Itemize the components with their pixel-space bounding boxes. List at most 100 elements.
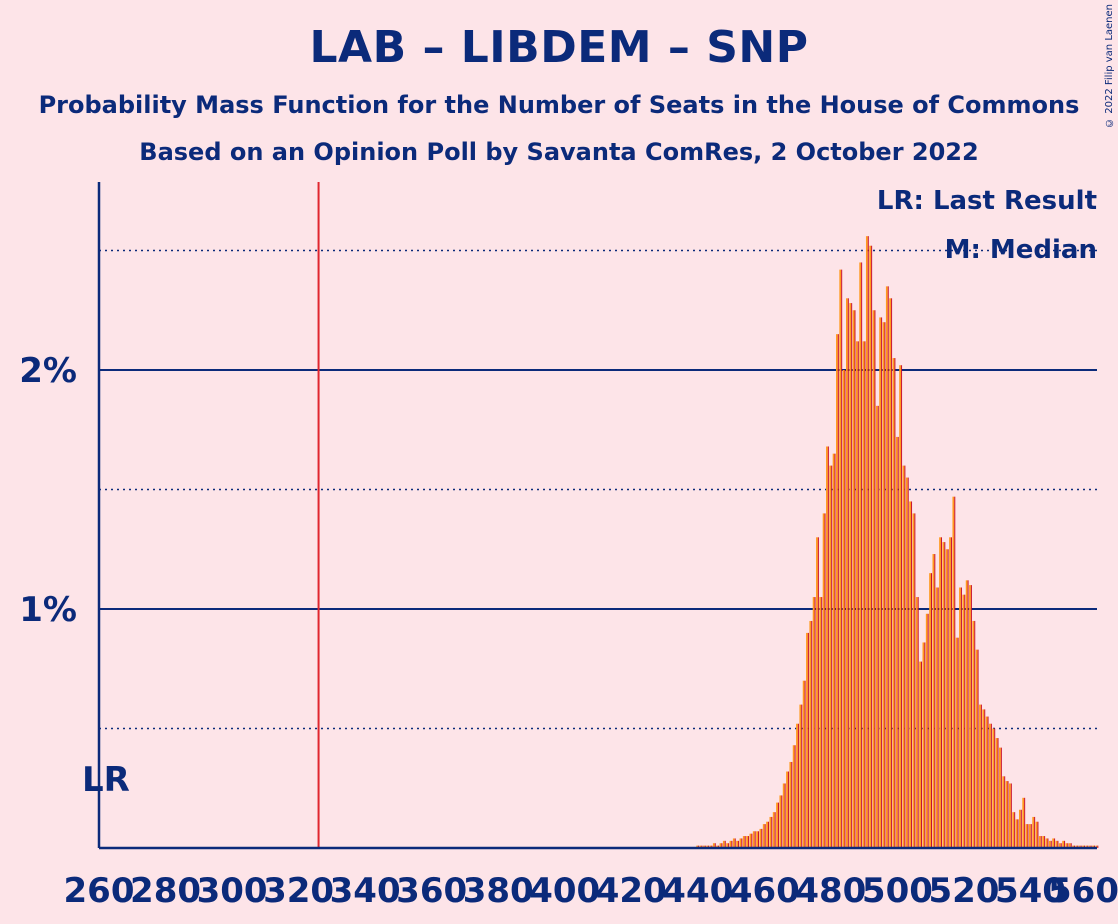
bar-median-shade xyxy=(721,843,723,848)
bar xyxy=(865,236,868,848)
bar-median-shade xyxy=(748,836,750,848)
bar xyxy=(796,723,798,848)
bar-median-shade xyxy=(714,843,716,848)
bar xyxy=(789,761,792,848)
bar-median-shade xyxy=(960,587,962,848)
bar-median-shade xyxy=(980,704,982,848)
bar-median-shade xyxy=(794,745,796,848)
bar-median-shade xyxy=(967,580,969,848)
bar xyxy=(729,840,732,848)
bar xyxy=(1042,836,1045,848)
bar-median-shade xyxy=(827,446,829,848)
bar-median-shade xyxy=(950,537,952,848)
chart-subtitle-source: Based on an Opinion Poll by Savanta ComR… xyxy=(139,138,979,166)
bar-median-shade xyxy=(814,597,816,848)
x-tick-label: 420 xyxy=(596,871,667,911)
bar-median-shade xyxy=(787,771,789,848)
bar xyxy=(939,537,941,848)
bar-median-shade xyxy=(897,436,899,848)
bar-median-shade xyxy=(1004,776,1006,848)
bar xyxy=(902,465,905,848)
bar-median-shade xyxy=(821,597,823,848)
legend-last-result: LR: Last Result xyxy=(877,186,1097,216)
bar-median-shade xyxy=(940,537,942,848)
bar xyxy=(945,549,948,848)
bar-median-shade xyxy=(1040,836,1042,848)
bar-median-shade xyxy=(767,821,769,848)
bar-median-shade xyxy=(864,341,866,848)
bar-median-shade xyxy=(881,317,883,848)
bar-median-shade xyxy=(930,573,932,848)
bar xyxy=(942,542,945,848)
bar-median-shade xyxy=(1044,836,1046,848)
bar-median-shade xyxy=(914,513,916,848)
bar xyxy=(912,513,915,848)
bar xyxy=(832,453,835,848)
bar-median-shade xyxy=(974,620,976,848)
bar-median-shade xyxy=(987,716,989,848)
bar-median-shade xyxy=(1064,840,1066,848)
bar-median-shade xyxy=(997,738,999,848)
x-tick-label: 360 xyxy=(396,871,467,911)
bar xyxy=(1052,838,1055,848)
bar-median-shade xyxy=(751,833,753,848)
bar-median-shade xyxy=(744,836,746,848)
bar-median-shade xyxy=(927,613,929,848)
x-tick-label: 500 xyxy=(862,871,933,911)
bar xyxy=(929,573,931,848)
bar-median-shade xyxy=(1014,812,1016,848)
bar xyxy=(826,446,828,848)
bar xyxy=(1012,812,1015,848)
bar xyxy=(816,537,818,848)
bar xyxy=(759,828,762,848)
bar xyxy=(975,649,978,848)
bar xyxy=(1015,819,1018,848)
bar xyxy=(1028,824,1031,848)
bar xyxy=(776,802,778,848)
bar xyxy=(879,317,882,848)
x-tick-label: 560 xyxy=(1048,871,1118,911)
bar xyxy=(972,620,975,848)
bar xyxy=(766,821,768,848)
last-result-layer: LR xyxy=(82,182,320,848)
bar-median-shade xyxy=(834,453,836,848)
bar xyxy=(822,513,825,848)
bar-median-shade xyxy=(911,501,913,848)
bar xyxy=(919,661,922,848)
bar xyxy=(1055,840,1058,848)
bar xyxy=(732,838,735,848)
bar-median-shade xyxy=(871,245,873,849)
bar-median-shade xyxy=(731,840,733,848)
y-tick-label: 2% xyxy=(19,351,77,391)
bar xyxy=(1058,843,1061,848)
bar xyxy=(846,298,848,848)
x-tick-label: 540 xyxy=(995,871,1066,911)
x-tick-label: 440 xyxy=(662,871,733,911)
bar xyxy=(842,370,845,848)
bar xyxy=(1038,836,1041,848)
bar xyxy=(1035,821,1038,848)
bar xyxy=(809,620,812,848)
bar-median-shade xyxy=(907,477,909,848)
bar xyxy=(869,245,872,849)
x-tick-label: 380 xyxy=(463,871,534,911)
bar xyxy=(1009,783,1011,848)
bar-median-shade xyxy=(857,341,859,848)
bar xyxy=(849,303,852,849)
bar-median-shade xyxy=(1017,819,1019,848)
bar-median-shade xyxy=(874,310,876,848)
bar-median-shade xyxy=(844,370,846,848)
bar-median-shade xyxy=(851,303,853,849)
bar xyxy=(852,310,855,848)
bar xyxy=(955,637,958,848)
bar xyxy=(772,812,775,848)
x-tick-label: 280 xyxy=(130,871,201,911)
bar xyxy=(899,365,902,848)
bar-median-shade xyxy=(841,269,843,848)
bar-median-shade xyxy=(1047,838,1049,848)
bar xyxy=(799,704,802,848)
bar xyxy=(1032,816,1035,848)
bar-median-shade xyxy=(817,537,819,848)
bar-median-shade xyxy=(801,704,803,848)
